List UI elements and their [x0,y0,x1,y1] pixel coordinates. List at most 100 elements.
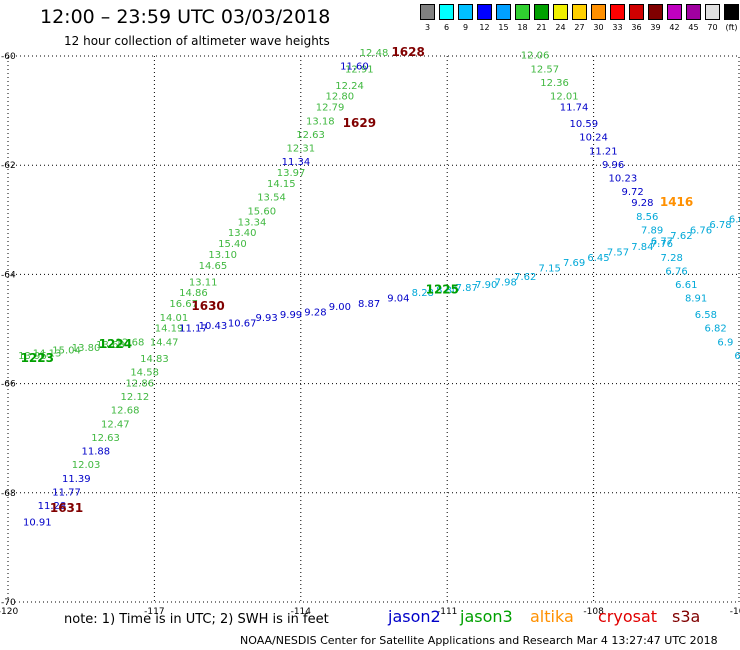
wave-height-value: 7.69 [563,258,585,269]
y-tick-label: -68 [1,489,16,499]
y-tick-label: -66 [1,380,16,390]
wave-height-value: 10.67 [228,318,257,329]
wave-height-value: 7.84 [631,242,653,253]
wave-height-value: 13.54 [257,193,286,204]
wave-height-value: 13.34 [238,217,267,228]
wave-height-value: 7.90 [475,280,497,291]
wave-height-value: 10.59 [570,119,599,130]
pass-time-label: 1630 [191,299,224,313]
wave-height-value: 9.99 [280,310,302,321]
y-tick-label: -62 [1,161,16,171]
legend-label: 21 [536,23,547,32]
satellite-name: jason3 [460,607,513,626]
legend-swatch [515,4,530,20]
wave-height-value: 12.68 [111,406,140,417]
legend-swatch [705,4,720,20]
legend-swatch [648,4,663,20]
legend-label: 42 [669,23,680,32]
legend-label: 36 [631,23,642,32]
wave-height-value: 9.28 [631,198,653,209]
axis-tick-labels: -120 -117 -114 -111 -108 -105 -60 -62 -64 -66 -68 -… [0,52,740,617]
wave-height-value: 6.77 [651,236,673,247]
wave-height-value: 12.63 [296,130,325,141]
satellite-name: altika [530,607,574,626]
y-tick-label: -60 [1,52,16,62]
pass-time-label: 1223 [21,351,54,365]
wave-height-value: 13.80 [72,343,101,354]
legend-swatch [458,4,473,20]
grid-lines [8,56,740,602]
wave-height-value: 7.62 [514,272,536,283]
x-tick-label: -105 [730,607,740,617]
legend-swatch [591,4,606,20]
wave-height-value: 11.74 [560,103,589,114]
wave-height-value: 11.77 [52,488,81,499]
wave-height-value: 12.57 [530,64,559,75]
wave-height-value: 7.98 [495,277,517,288]
wave-height-value: 13.18 [306,116,335,127]
wave-height-value: 6.61 [675,280,697,291]
wave-height-value: 11.34 [282,157,311,168]
wave-height-value: 6.61 [729,215,740,226]
legend-label: 27 [574,23,585,32]
legend-label: 30 [593,23,604,32]
page-title: 12:00 – 23:59 UTC 03/03/2018 [40,6,331,28]
footer-note: note: 1) Time is in UTC; 2) SWH is in fe… [64,612,329,627]
legend-label: 6 [443,23,450,32]
pass-time-label: 1631 [50,501,83,515]
wave-height-value: 12.01 [550,92,579,103]
wave-height-value: 14.83 [140,354,169,365]
legend-swatch [686,4,701,20]
wave-height-value: 12.63 [91,433,120,444]
legend-label: 18 [517,23,528,32]
legend-swatch [667,4,682,20]
wave-height-value: 7.62 [670,231,692,242]
pass-time-label: 1225 [426,283,459,297]
legend-label: 9 [462,23,469,32]
wave-height-value: 12.31 [286,144,315,155]
wave-height-value: 10.24 [579,133,608,144]
legend-swatch [496,4,511,20]
wave-height-value: 7.28 [661,253,683,264]
pass-time-label: 1224 [99,337,132,351]
wave-height-value: 6.45 [587,253,609,264]
wave-height-value: 11.17 [179,324,208,335]
wave-height-value: 6.58 [695,310,717,321]
legend-swatch [572,4,587,20]
wave-height-value: 14.47 [150,337,179,348]
wave-height-value: 6.82 [704,324,726,335]
wave-height-value: 11.39 [62,474,91,485]
legend-label: 70 [707,23,718,32]
legend-label: 39 [650,23,661,32]
wave-height-value: 15.60 [247,206,276,217]
pass-time-label: 1629 [343,116,376,130]
x-tick-label: -108 [583,607,604,617]
pass-time-label: 1416 [660,195,693,209]
wave-height-value: 14.13 [33,348,62,359]
legend-swatch [610,4,625,20]
wave-height-value: 13.10 [208,250,237,261]
wave-height-value: 14.58 [130,367,159,378]
pass-time-label: 1628 [391,45,424,59]
wave-height-value: 14.15 [267,179,296,190]
wave-height-value: 13.40 [228,228,257,239]
wave-height-value: 14.86 [179,288,208,299]
legend-label: 15 [498,23,509,32]
wave-height-value: 11.60 [340,62,369,73]
wave-height-value: 9.72 [622,187,644,198]
x-tick-label: -117 [144,607,164,617]
wave-height-value: 15.04 [52,346,81,357]
wave-height-value: 11.21 [589,146,618,157]
wave-height-value: 13.96 [18,351,47,362]
wave-height-value: 7.15 [539,264,561,275]
wave-height-value: 15.40 [218,239,247,250]
wave-height-value: 12.48 [360,48,389,59]
wave-height-value: 6 [734,351,740,362]
wave-height-value: 6.78 [709,220,731,231]
y-tick-label: -70 [1,598,16,608]
wave-height-value: 10.91 [23,518,52,529]
footer-credit: NOAA/NESDIS Center for Satellite Applica… [240,634,718,647]
wave-height-value: 7.57 [607,247,629,258]
